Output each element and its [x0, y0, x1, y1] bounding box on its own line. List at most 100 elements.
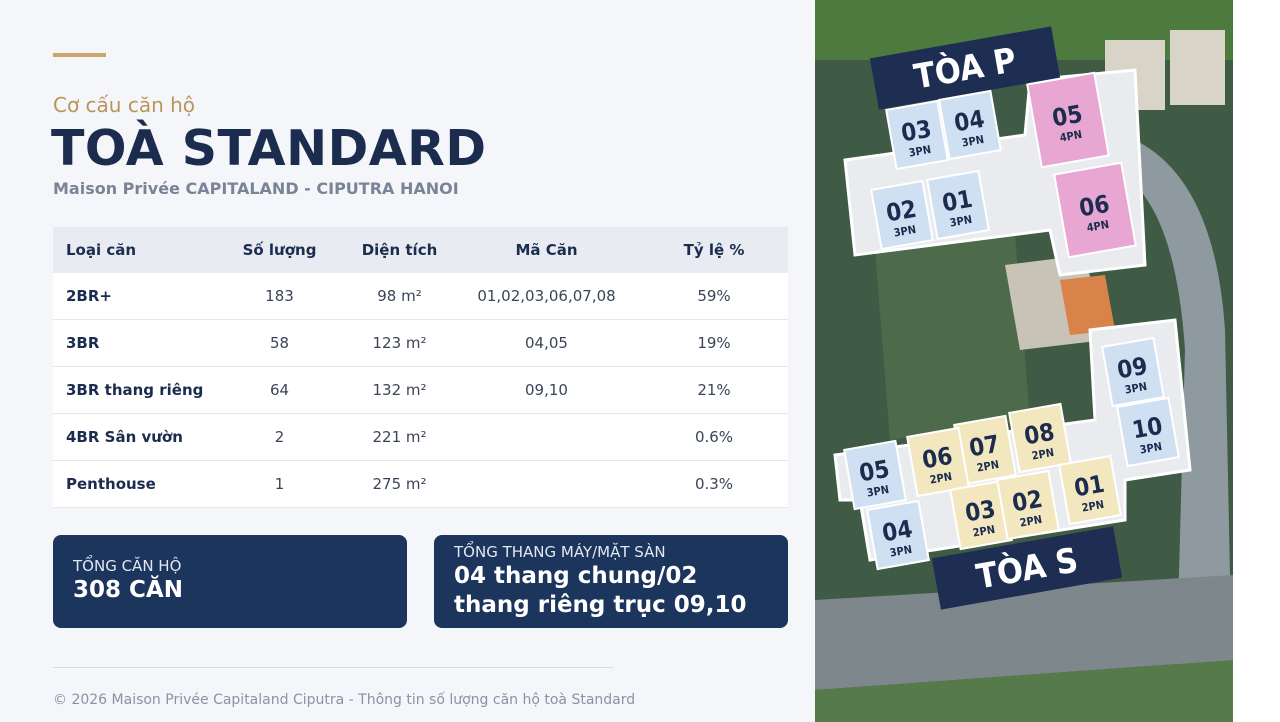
column-header: Mã Căn [453, 227, 640, 273]
unit-block [906, 426, 970, 498]
unit-number: 03 [899, 115, 933, 148]
column-header: Tỷ lệ % [640, 227, 788, 273]
unit-type: 3PN [949, 213, 973, 230]
table-cell: Penthouse [53, 460, 213, 508]
unit-type: 3PN [908, 143, 932, 160]
table-cell: 2 [213, 413, 346, 461]
unit-block [870, 179, 934, 251]
units: 033PN043PN054PN064PN023PN013PN093PN103PN… [843, 71, 1180, 571]
unit-block [926, 169, 990, 241]
card-value: 04 thang chung/02 thang riêng trục 09,10 [454, 563, 747, 618]
header-row: Loại căn Số lượng Diện tích Mã Căn Tỷ lệ % [53, 227, 788, 273]
unit-block [843, 439, 907, 511]
unit-block [1053, 161, 1137, 259]
unit-type: 2PN [976, 458, 1000, 475]
table-cell: 2BR+ [53, 273, 213, 320]
table-cell: 19% [640, 319, 788, 367]
greenery [815, 660, 1233, 722]
table-row: Penthouse 1 275 m² 0.3% [53, 460, 788, 508]
table-cell: 0.6% [640, 413, 788, 461]
unit-block [1026, 71, 1110, 169]
table-cell: 132 m² [346, 366, 453, 414]
tower-p-tag: TÒA P [869, 26, 1061, 110]
accent-bar [53, 53, 106, 57]
unit-type: 3PN [893, 223, 917, 240]
total-card: TỔNG CĂN HỘ 308 CĂN [53, 535, 407, 628]
table-cell: 01,02,03,06,07,08 [453, 273, 640, 320]
unit-type: 3PN [961, 133, 985, 150]
tower-s-tag: TÒA S [931, 526, 1123, 610]
courtyard [875, 235, 1030, 440]
roof [1060, 275, 1115, 335]
site-map: TÒA P TÒA S 033PN043PN054PN064PN023PN013… [815, 0, 1233, 722]
unit-table: Loại căn Số lượng Diện tích Mã Căn Tỷ lệ % 2… [53, 227, 788, 508]
unit-number: 05 [857, 455, 891, 488]
street [815, 575, 1233, 690]
unit-number: 05 [1050, 100, 1084, 133]
unit-block [938, 89, 1002, 161]
divider [53, 667, 613, 668]
road [1115, 140, 1233, 722]
unit-type: 2PN [972, 523, 996, 540]
tower-tag-bg [931, 526, 1123, 610]
unit-number: 04 [880, 515, 914, 548]
table-cell: 04,05 [453, 319, 640, 367]
unit-type: 3PN [1124, 380, 1148, 397]
table-cell [453, 460, 640, 508]
unit-type: 2PN [929, 470, 953, 487]
unit-block [885, 99, 949, 171]
table-row: 3BR thang riêng 64 132 m² 09,10 21% [53, 366, 788, 414]
unit-type: 2PN [1081, 498, 1105, 515]
tower-tag-bg [869, 26, 1061, 110]
table-cell: 59% [640, 273, 788, 320]
unit-block [1058, 454, 1122, 526]
column-header: Diện tích [346, 227, 453, 273]
unit-type: 3PN [866, 483, 890, 500]
table-cell [453, 413, 640, 461]
column-header: Số lượng [213, 227, 346, 273]
unit-number: 03 [963, 495, 997, 528]
subtitle: Maison Privée CAPITALAND - CIPUTRA HANOI [53, 179, 459, 198]
unit-type: 2PN [1019, 513, 1043, 530]
table-cell: 275 m² [346, 460, 453, 508]
unit-block [1101, 336, 1165, 408]
table-cell: 3BR thang riêng [53, 366, 213, 414]
footer: © 2026 Maison Privée Capitaland Ciputra … [53, 692, 636, 708]
unit-number: 01 [940, 185, 974, 218]
table-cell: 221 m² [346, 413, 453, 461]
unit-type: 4PN [1059, 128, 1083, 145]
table-cell: 0.3% [640, 460, 788, 508]
table-row: 3BR 58 123 m² 04,05 19% [53, 319, 788, 367]
elevator-card: TỔNG THANG MÁY/MẶT SÀN 04 thang chung/02… [434, 535, 788, 628]
table-cell: 21% [640, 366, 788, 414]
unit-number: 07 [967, 430, 1001, 463]
unit-number: 02 [1010, 485, 1044, 518]
unit-number: 01 [1072, 470, 1106, 503]
table-cell: 1 [213, 460, 346, 508]
table-cell: 58 [213, 319, 346, 367]
table-cell: 3BR [53, 319, 213, 367]
table-body: 2BR+ 183 98 m² 01,02,03,06,07,08 59% 3BR 58 123… [53, 273, 788, 508]
unit-number: 09 [1115, 352, 1149, 385]
villa [1170, 30, 1225, 105]
table-row: 2BR+ 183 98 m² 01,02,03,06,07,08 59% [53, 273, 788, 320]
card-label: TỔNG THANG MÁY/MẶT SÀN [454, 543, 666, 561]
unit-type: 4PN [1086, 218, 1110, 235]
unit-number: 04 [952, 105, 986, 138]
table-cell: 98 m² [346, 273, 453, 320]
table-cell: 123 m² [346, 319, 453, 367]
unit-number: 06 [1077, 190, 1111, 223]
table-row: 4BR Sân vườn 2 221 m² 0.6% [53, 413, 788, 461]
unit-type: 3PN [1139, 440, 1163, 457]
